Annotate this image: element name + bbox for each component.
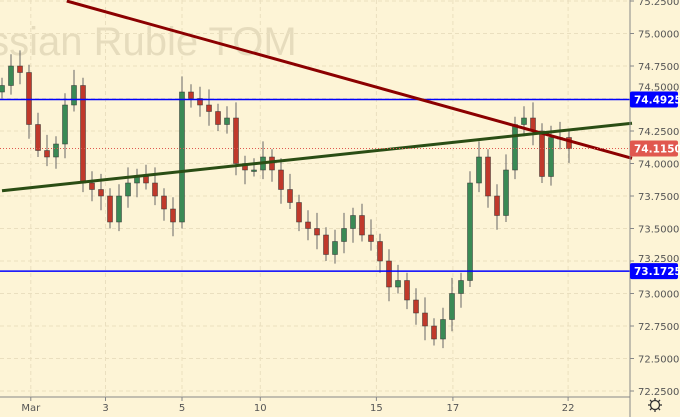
candle <box>287 189 293 203</box>
candle <box>8 65 14 86</box>
candle <box>53 143 59 158</box>
candle <box>359 215 365 236</box>
trendline[interactable] <box>66 0 633 160</box>
candle <box>404 280 410 301</box>
x-tick-label: 22 <box>562 403 575 414</box>
candle <box>440 319 446 340</box>
candle <box>233 117 239 164</box>
candle <box>278 169 284 190</box>
candle <box>0 85 5 93</box>
candle <box>323 234 329 255</box>
gear-icon[interactable] <box>648 398 662 412</box>
y-tick-label: 73.0000 <box>638 290 679 301</box>
candle <box>386 260 392 288</box>
candle <box>251 169 257 172</box>
candle <box>368 234 374 242</box>
candle <box>98 189 104 197</box>
candle <box>170 208 176 223</box>
current-price-label: 74.1150 <box>634 144 680 156</box>
y-tick-label: 72.5000 <box>638 355 679 366</box>
candle <box>26 72 32 125</box>
y-tick-label: 73.7500 <box>638 192 679 203</box>
candle <box>494 195 500 216</box>
x-tick-label: 5 <box>179 403 185 414</box>
x-tick-label: Mar <box>21 403 41 414</box>
candle <box>152 182 158 197</box>
y-tick-label: 72.7500 <box>638 322 679 333</box>
candle <box>422 312 428 327</box>
candle <box>458 280 464 294</box>
candle <box>395 280 401 288</box>
candle <box>350 215 356 229</box>
y-tick-label: 73.5000 <box>638 225 679 236</box>
y-tick-label: 75.0000 <box>638 30 679 41</box>
candle <box>332 241 338 255</box>
candle <box>71 85 77 106</box>
candle <box>341 228 347 242</box>
candle <box>503 169 509 216</box>
x-tick-label: 15 <box>370 403 383 414</box>
candle <box>116 195 122 223</box>
candle <box>377 241 383 262</box>
candle <box>548 137 554 177</box>
candle <box>305 221 311 229</box>
candle <box>485 156 491 197</box>
candle <box>476 156 482 184</box>
price-level-label: 73.1725 <box>634 266 680 278</box>
candle <box>224 117 230 125</box>
time-axis[interactable]: Mar 3 5 10 15 17 22 <box>21 397 574 414</box>
candle <box>512 124 518 171</box>
y-tick-label: 73.2500 <box>638 254 679 265</box>
price-level-tag <box>630 91 678 108</box>
current-price-tag <box>630 140 678 157</box>
candle <box>566 137 572 149</box>
trendline[interactable] <box>1 121 633 193</box>
price-axis[interactable]: 72.2500 72.5000 72.7500 73.0000 73.2500 73.50… <box>630 0 679 398</box>
candle <box>125 182 131 197</box>
y-tick-label: 74.2500 <box>638 127 679 138</box>
candle <box>62 104 68 145</box>
candle <box>467 182 473 281</box>
candle <box>143 176 149 184</box>
candle <box>35 124 41 151</box>
y-tick-label: 74.7500 <box>638 62 679 73</box>
candle <box>179 91 185 223</box>
candle <box>413 299 419 314</box>
candle <box>449 293 455 320</box>
candle <box>107 195 113 223</box>
x-tick-label: 17 <box>447 403 460 414</box>
y-tick-label: 74.0000 <box>638 160 679 171</box>
x-tick-label: 3 <box>102 403 108 414</box>
candle <box>215 111 221 125</box>
candle <box>521 117 527 125</box>
candle <box>206 104 212 112</box>
y-tick-label: 74.5000 <box>638 82 679 93</box>
candle <box>17 65 23 73</box>
candle <box>44 150 50 158</box>
x-tick-label: 10 <box>254 403 267 414</box>
candle <box>197 98 203 106</box>
watermark: Russian Ruble TOM <box>0 20 297 64</box>
price-level-tag <box>630 263 678 280</box>
candle <box>296 202 302 223</box>
candle <box>161 195 167 210</box>
candle <box>314 228 320 236</box>
candle <box>431 325 437 340</box>
candle <box>89 182 95 190</box>
y-tick-label: 72.2500 <box>638 387 679 398</box>
price-level-label: 74.4925 <box>634 94 680 106</box>
candle <box>539 130 545 177</box>
candle <box>188 91 194 99</box>
y-tick-label: 75.2500 <box>638 0 679 8</box>
